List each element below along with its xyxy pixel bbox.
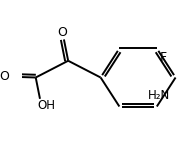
- Text: OH: OH: [38, 99, 56, 112]
- Text: O: O: [0, 70, 9, 83]
- Text: O: O: [57, 26, 67, 39]
- Text: F: F: [160, 51, 167, 64]
- Text: H₂N: H₂N: [147, 89, 170, 102]
